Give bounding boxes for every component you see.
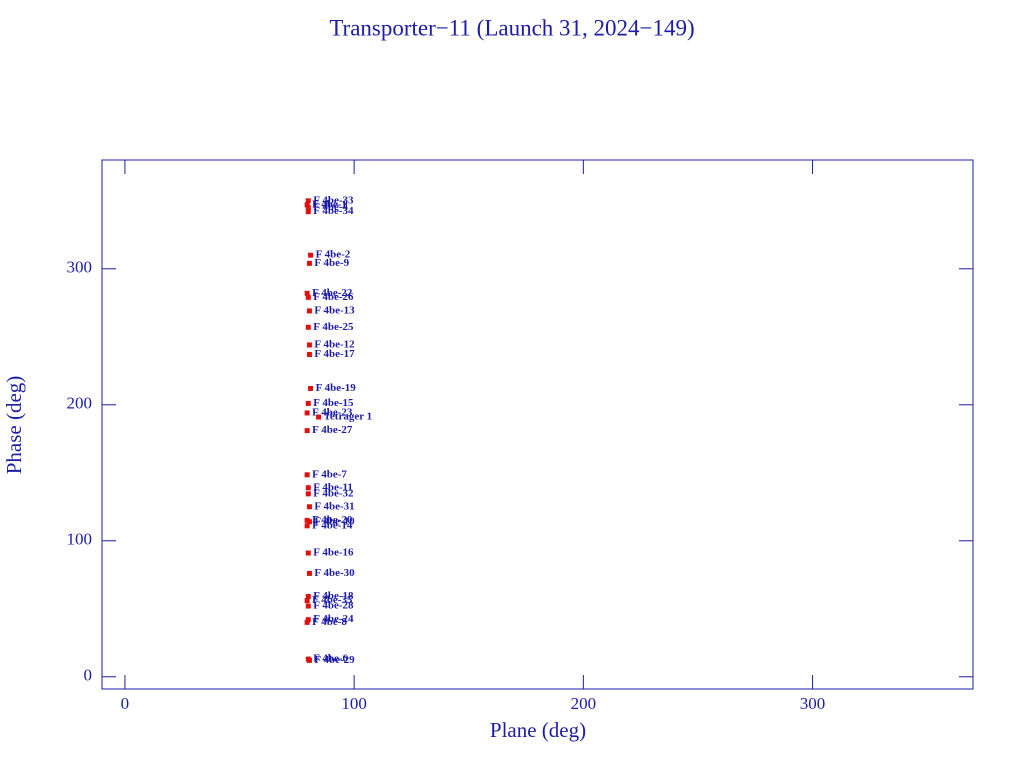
- point: [305, 209, 311, 215]
- point: [304, 202, 310, 208]
- point-label: F 4be-25: [313, 321, 354, 333]
- point: [304, 428, 310, 434]
- point: [305, 491, 311, 497]
- point-label: F 4be-4: [313, 201, 348, 213]
- point-label: F 4be-32: [313, 487, 354, 499]
- point-label: F 4be-33: [313, 194, 354, 206]
- point-label: F 4be-26: [313, 291, 354, 303]
- point: [305, 324, 311, 330]
- point: [305, 400, 311, 406]
- point: [304, 598, 310, 604]
- point-label: F 4be-30: [314, 567, 355, 579]
- point: [306, 657, 312, 663]
- point: [305, 617, 311, 623]
- point-label: F 4be-18: [313, 590, 354, 602]
- point-label: F 4be-12: [314, 338, 355, 350]
- point: [305, 205, 311, 211]
- point: [306, 260, 312, 266]
- y-tick-label: 200: [67, 394, 93, 413]
- point-label: F 4be-14: [312, 519, 353, 531]
- point: [306, 504, 312, 510]
- point-label: F 4be-1: [312, 198, 347, 210]
- point: [305, 198, 311, 204]
- point: [304, 619, 310, 625]
- x-tick-label: 200: [571, 694, 597, 713]
- point: [306, 351, 312, 357]
- point-label: F 4be-28: [313, 600, 354, 612]
- point: [304, 410, 310, 416]
- point: [308, 252, 314, 258]
- point-label: F 4be-9: [314, 257, 349, 269]
- point-label: F 4be-2: [316, 249, 351, 261]
- point-label: F 4be-31: [314, 500, 354, 512]
- point-label: F 4be-11: [313, 481, 353, 493]
- plot-frame: [101, 159, 974, 690]
- point: [305, 550, 311, 556]
- point-label: F 4be-15: [313, 397, 354, 409]
- point: [305, 594, 311, 600]
- point: [306, 342, 312, 348]
- point: [304, 523, 310, 529]
- point-label: F 4be-23: [312, 406, 353, 418]
- x-tick-label: 300: [800, 694, 826, 713]
- point: [306, 519, 312, 525]
- y-tick-label: 300: [67, 258, 93, 277]
- point: [316, 414, 322, 420]
- point: [305, 294, 311, 300]
- point-label: F 4be-22: [312, 287, 353, 299]
- point-label: F 4be-35: [312, 594, 353, 606]
- point: [305, 603, 311, 609]
- point-label: F 4be-17: [314, 348, 355, 360]
- chart-title: Transporter−11 (Launch 31, 2024−149): [329, 15, 694, 40]
- y-tick-label: 100: [67, 530, 93, 549]
- point: [304, 472, 310, 478]
- point: [306, 570, 312, 576]
- point-label: F 4be-34: [313, 205, 354, 217]
- y-tick-label: 0: [84, 666, 93, 685]
- point-label: F 4be-24: [313, 613, 354, 625]
- point-label: F 4be-19: [316, 382, 357, 394]
- point-label: F 4be-27: [312, 424, 353, 436]
- point-label: F 4be-13: [314, 304, 355, 316]
- y-axis-label: Phase (deg): [2, 376, 26, 475]
- point-label: Tetrager 1: [324, 411, 373, 423]
- point: [304, 290, 310, 296]
- x-axis-label: Plane (deg): [490, 718, 586, 742]
- point: [305, 485, 311, 491]
- point: [306, 308, 312, 314]
- point: [308, 385, 314, 391]
- x-tick-label: 0: [121, 694, 130, 713]
- point-label: F 4be-29: [314, 654, 355, 666]
- point-label: F 4be-6: [313, 653, 348, 665]
- point-label: F 4be-8: [312, 616, 347, 628]
- point-label: F 4be-7: [312, 468, 347, 480]
- x-tick-label: 100: [341, 694, 367, 713]
- point-label: F 4be-10: [314, 515, 355, 527]
- point-label: F 4be-16: [313, 547, 354, 559]
- point-label: F 4be-20: [312, 514, 353, 526]
